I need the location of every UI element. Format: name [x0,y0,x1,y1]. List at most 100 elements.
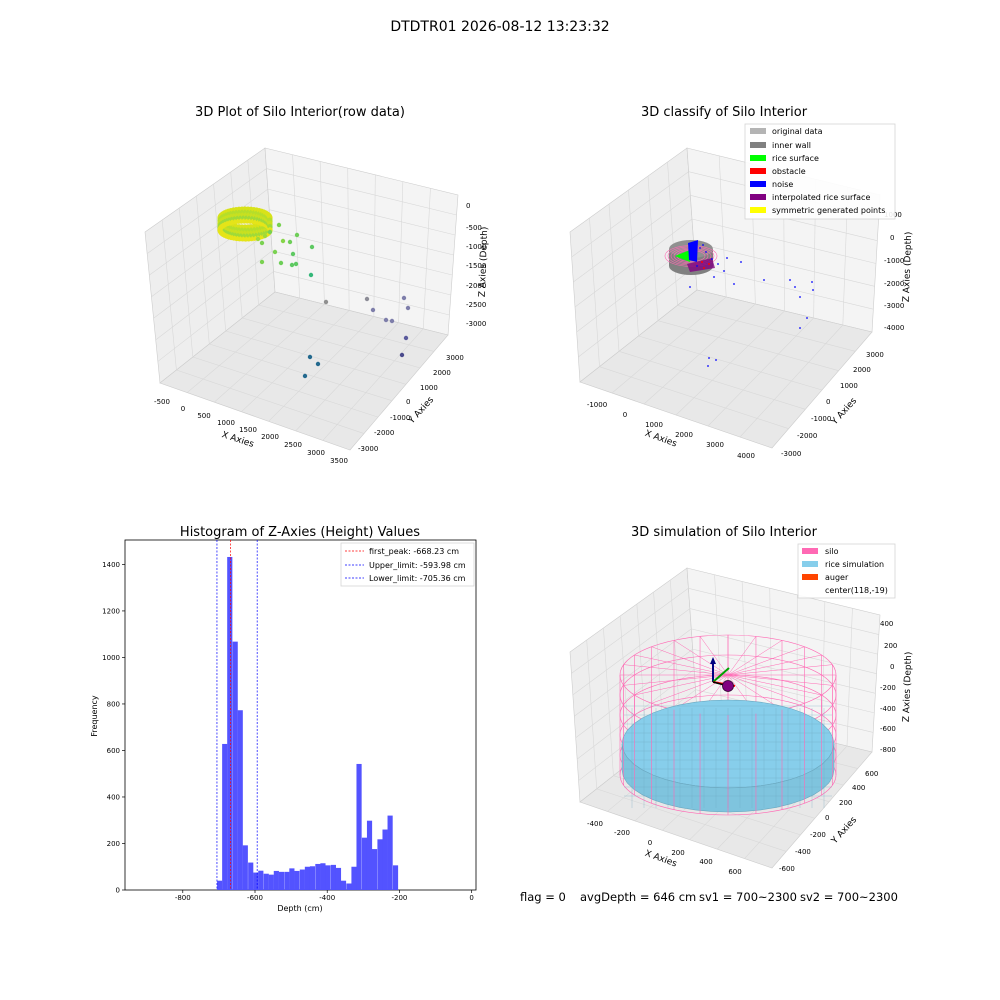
grid-line [161,219,177,371]
grid-line [192,356,379,418]
classify-y-tick: 1000 [840,382,858,390]
raw-x-tick: 500 [197,412,210,420]
hist-y-tick-label: 200 [107,840,120,848]
raw-point [280,238,286,244]
noise-cluster [688,240,698,262]
histogram-bar [387,815,393,890]
histogram-bar [372,849,378,890]
status-flag: flag = 0 [520,890,566,904]
legend-swatch-interpolated [750,194,766,200]
noise-point [733,283,735,285]
sim-y-tick-labels: -600 -400 -200 0 200 400 600 [779,770,878,873]
grid-line [157,271,274,362]
silo-spoke [651,646,729,676]
raw-y-tick-labels: -3000 -2000 -1000 0 1000 2000 3000 [358,354,464,453]
grid-line [230,171,243,319]
histogram-vlines [122,540,473,893]
grid-line [196,195,210,345]
histogram-bar [340,880,347,890]
histogram-bar [392,865,399,890]
raw-x-tick: 1500 [239,426,257,434]
grid-line [603,627,614,776]
grid-line [398,181,404,323]
raw-point [401,295,407,301]
raw-point [307,354,313,360]
noise-point [763,279,765,281]
sim-x-tick: 600 [728,868,741,876]
raw-x-tick: 0 [181,405,185,413]
simulation-3d-plot: 3D simulation of Silo Interior -400 -200… [569,525,914,876]
sim-z-tick: -200 [880,684,896,692]
classify-y-tick: 2000 [853,366,871,374]
legend-swatch-rice-surface [750,155,766,161]
grid-line [586,639,598,789]
grid-line [322,328,424,441]
raw-point [262,233,268,239]
classify-z-tick: -3000 [884,302,904,310]
noise-point [794,286,796,288]
sim-z-tick: 200 [884,642,897,650]
legend-inner-wall: inner wall [772,141,811,150]
raw-y-tick: -1000 [390,414,410,422]
raw-z-tick: 0 [466,202,470,210]
histogram-bar [351,866,357,890]
histogram-bar [382,829,388,890]
hist-x-tick-label: -800 [175,894,191,902]
sim-z-tick: -800 [880,746,896,754]
grid-line [695,266,874,310]
silo-spoke [699,636,729,676]
noise-point [812,289,814,291]
grid-line [155,250,273,341]
classify-x-tick-labels: -1000 0 1000 2000 3000 4000 [587,401,755,460]
hist-y-tick-label: 400 [107,793,120,801]
histogram-bar [222,743,228,890]
legend-center: center(118,-19) [825,586,888,595]
sim-x-tick-labels: -400 -200 0 200 400 600 [587,820,742,876]
sim-x-tick: 200 [671,849,684,857]
raw-point [259,240,265,246]
histogram-bar [289,868,295,890]
grid-line [266,168,457,216]
noise-point [708,357,710,359]
legend-swatch-symmetric [750,207,766,213]
classify-plot-title: 3D classify of Silo Interior [641,105,808,120]
sim-z-tick-labels: 400 200 0 -200 -400 -600 -800 [880,620,897,754]
raw-z-tick: -3000 [466,320,486,328]
obstacle-point [708,263,710,265]
sim-y-tick: 400 [852,784,865,792]
classify-y-tick-labels: -3000 -2000 -1000 0 1000 2000 3000 [781,351,884,458]
classify-z-tick: -1000 [884,257,904,265]
raw-z-tick: -500 [466,224,482,232]
silo-spoke [727,640,783,676]
noise-point [707,365,709,367]
silo-spoke [727,674,805,704]
raw-z-tick: -1500 [466,262,486,270]
grid-line [151,209,270,297]
legend-original-data: original data [772,127,823,136]
hist-y-tick-label: 800 [107,700,120,708]
histogram-bar [284,871,290,890]
raw-y-tick: -3000 [358,445,378,453]
histogram-bar [268,874,274,890]
raw-z-tick: -1000 [466,243,486,251]
noise-point [689,286,691,288]
raw-point [323,299,329,305]
legend-rice-surface: rice surface [772,154,819,163]
grid-line [821,601,826,741]
raw-point [290,251,296,257]
grid-line [209,343,393,402]
raw-point [302,373,308,379]
raw-plot-title: 3D Plot of Silo Interior(row data) [195,105,405,120]
auger-z-arrow-head [710,657,716,664]
classify-y-tick: -2000 [797,432,817,440]
sim-x-tick: 0 [648,839,652,847]
sim-y-tick: -400 [795,848,811,856]
grid-line [149,188,269,276]
grid-line [692,648,876,694]
histogram-bar [346,883,352,890]
noise-point [702,244,704,246]
histogram-bar [273,870,279,890]
raw-point [259,259,265,265]
sim-y-tick: 0 [825,814,829,822]
noise-point [713,276,715,278]
